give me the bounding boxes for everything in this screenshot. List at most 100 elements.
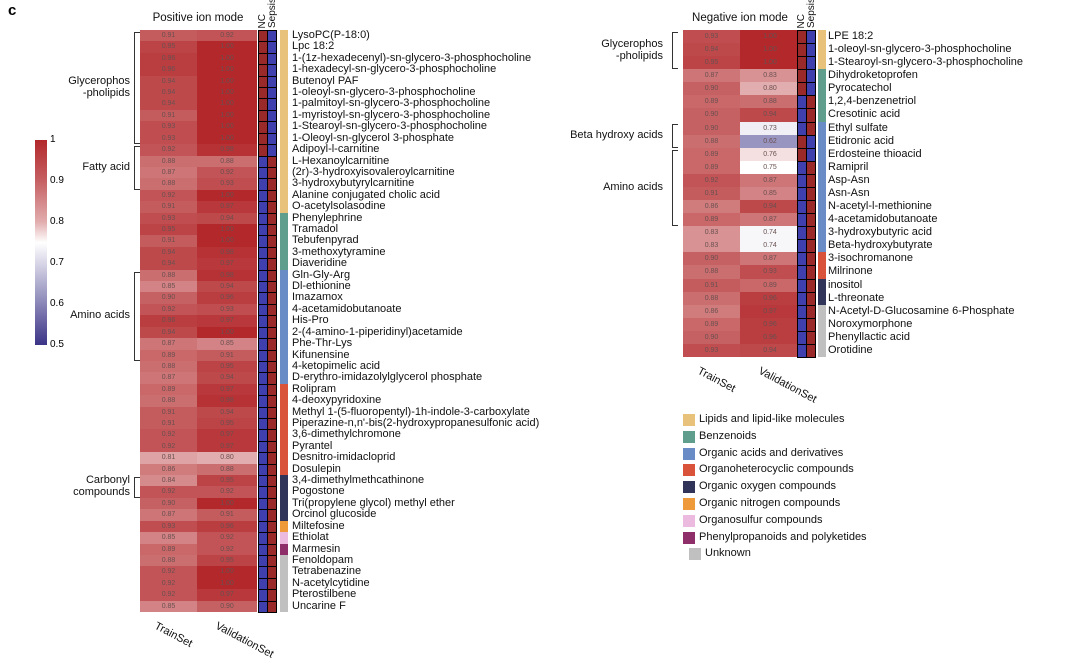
heatmap-cell-train: 0.88 xyxy=(683,134,740,149)
heatmap-cell-train: 0.83 xyxy=(683,239,740,253)
compound-name: 3-hydroxybutyric acid xyxy=(828,226,932,239)
group-column-label-nc: NC xyxy=(257,13,268,28)
heatmap-cell-validation: 0.91 xyxy=(197,509,257,522)
sepsis-cell xyxy=(806,239,816,254)
heatmap-cell-train: 0.89 xyxy=(683,160,740,175)
x-axis-label: TrainSet xyxy=(152,620,195,650)
heatmap-cell-validation: 0.97 xyxy=(197,440,257,453)
compound-name: 3-hydroxybutyrylcarnitine xyxy=(292,177,415,190)
heatmap-cell-validation: 0.62 xyxy=(740,134,800,149)
category-bar-segment xyxy=(818,239,826,253)
sepsis-cell xyxy=(806,278,816,293)
category-bar-segment xyxy=(818,265,826,280)
heatmap-cell-train: 0.93 xyxy=(140,121,197,134)
heatmap-cell-validation: 0.90 xyxy=(197,600,257,613)
heatmap-cell-validation: 0.97 xyxy=(197,315,257,328)
heatmap-cell-validation: 1.00 xyxy=(197,326,257,339)
heatmap-title: Negative ion mode xyxy=(692,12,788,24)
category-bar-segment xyxy=(280,315,288,328)
category-bar-segment xyxy=(280,155,288,168)
category-bar-segment xyxy=(280,75,288,88)
sepsis-cell xyxy=(806,121,816,136)
group-bracket xyxy=(134,271,140,361)
category-bar-segment xyxy=(818,200,826,214)
heatmap-cell-validation: 0.94 xyxy=(740,343,800,358)
heatmap-cell-validation: 0.98 xyxy=(197,246,257,259)
legend-swatch xyxy=(689,548,701,561)
heatmap-cell-train: 0.90 xyxy=(683,330,740,345)
category-bar-segment xyxy=(280,429,288,442)
compound-name: Fenoldopam xyxy=(292,553,354,566)
heatmap-cell-train: 0.91 xyxy=(683,186,740,201)
panel-label: c xyxy=(8,2,17,19)
heatmap-cell-validation: 1.00 xyxy=(197,98,257,111)
heatmap-cell-train: 0.90 xyxy=(140,292,197,305)
heatmap-cell-train: 0.81 xyxy=(140,452,197,465)
category-bar-segment xyxy=(818,278,826,293)
heatmap-cell-train: 0.87 xyxy=(683,69,740,83)
heatmap-cell-validation: 0.89 xyxy=(740,278,800,293)
compound-name: Orcinol glucoside xyxy=(292,508,377,521)
category-bar-segment xyxy=(280,121,288,134)
heatmap-cell-validation: 0.92 xyxy=(197,166,257,179)
heatmap-cell-validation: 1.00 xyxy=(197,121,257,134)
group-bracket xyxy=(672,123,678,148)
heatmap-cell-validation: 0.94 xyxy=(197,406,257,419)
compound-name: Methyl 1-(5-fluoropentyl)-1h-indole-3-ca… xyxy=(292,405,530,418)
category-bar-segment xyxy=(280,144,288,157)
group-label: Beta hydroxy acids xyxy=(570,128,663,141)
compound-name: N-acetylcytidine xyxy=(292,576,370,589)
heatmap-cell-validation: 1.00 xyxy=(197,75,257,88)
heatmap-cell-validation: 0.96 xyxy=(740,330,800,345)
category-bar-segment xyxy=(280,132,288,145)
heatmap-cell-validation: 0.96 xyxy=(197,520,257,533)
x-axis-label: ValidationSet xyxy=(213,620,276,661)
category-bar-segment xyxy=(280,577,288,590)
sepsis-cell xyxy=(806,226,816,241)
sepsis-cell xyxy=(806,330,816,345)
heatmap-cell-validation: 0.98 xyxy=(197,395,257,408)
category-bar-segment xyxy=(818,30,826,44)
compound-name: O-acetylsolasodine xyxy=(292,200,386,213)
heatmap-cell-train: 0.89 xyxy=(683,147,740,162)
heatmap-cell-train: 0.87 xyxy=(140,338,197,351)
colorbar-tick-label: 0.6 xyxy=(50,298,64,309)
legend-label: Organic nitrogen compounds xyxy=(699,497,841,509)
heatmap-cell-validation: 0.97 xyxy=(197,383,257,396)
heatmap-cell-train: 0.85 xyxy=(140,532,197,545)
heatmap-cell-train: 0.92 xyxy=(140,144,197,157)
sepsis-cell xyxy=(806,82,816,97)
compound-name: Piperazine-n,n'-bis(2-hydroxypropanesulf… xyxy=(292,417,540,429)
category-bar-segment xyxy=(280,497,288,510)
compound-name: Gln-Gly-Arg xyxy=(292,268,351,281)
compound-name: His-Pro xyxy=(292,314,329,327)
compound-name: Pyrocatechol xyxy=(828,82,892,95)
group-label: Fatty acid xyxy=(82,160,130,173)
compound-name: Asn-Asn xyxy=(828,186,870,199)
category-bar-segment xyxy=(280,98,288,111)
sepsis-cell xyxy=(806,56,816,71)
colorbar-tick-label: 0.8 xyxy=(50,216,64,227)
group-bracket xyxy=(134,32,140,145)
category-bar-segment xyxy=(280,520,288,533)
heatmap-cell-train: 0.93 xyxy=(683,30,740,44)
heatmap-cell-train: 0.92 xyxy=(140,566,197,579)
compound-name: Ethyl sulfate xyxy=(828,121,888,134)
heatmap-cell-train: 0.91 xyxy=(683,278,740,293)
heatmap-cell-validation: 0.92 xyxy=(197,30,257,42)
compound-name: Lpc 18:2 xyxy=(292,40,335,53)
compound-name: Ethiolat xyxy=(292,531,329,544)
heatmap-cell-train: 0.91 xyxy=(140,418,197,430)
category-bar-segment xyxy=(280,326,288,339)
heatmap-cell-train: 0.90 xyxy=(683,82,740,96)
category-bar-segment xyxy=(280,383,288,396)
heatmap-cell-train: 0.92 xyxy=(140,440,197,453)
category-bar-segment xyxy=(818,304,826,319)
compound-name: 3,6-dimethylchromone xyxy=(292,428,401,441)
category-bar-segment xyxy=(818,173,826,188)
group-bracket xyxy=(672,32,678,70)
compound-name: Phenyllactic acid xyxy=(828,330,910,343)
sepsis-cell xyxy=(806,134,816,149)
category-bar-segment xyxy=(280,349,288,362)
